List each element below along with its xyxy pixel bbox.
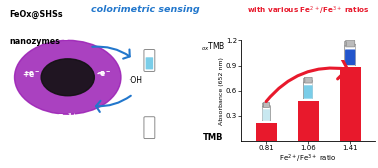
FancyBboxPatch shape bbox=[304, 85, 313, 99]
FancyBboxPatch shape bbox=[345, 50, 355, 65]
Text: -e$^-$: -e$^-$ bbox=[97, 70, 111, 78]
Y-axis label: Absorbance (652 nm): Absorbance (652 nm) bbox=[219, 57, 225, 125]
Circle shape bbox=[41, 59, 94, 96]
X-axis label: Fe$^{2+}$/Fe$^{3+}$ ratio: Fe$^{2+}$/Fe$^{3+}$ ratio bbox=[279, 153, 337, 165]
FancyBboxPatch shape bbox=[144, 50, 155, 71]
FancyBboxPatch shape bbox=[304, 81, 313, 100]
Text: +e$^-$: +e$^-$ bbox=[23, 70, 40, 78]
Text: TMB: TMB bbox=[203, 133, 223, 142]
Bar bbox=[340, 67, 361, 141]
FancyBboxPatch shape bbox=[262, 104, 263, 107]
FancyBboxPatch shape bbox=[304, 77, 312, 83]
Text: $_{ox}$TMB: $_{ox}$TMB bbox=[201, 41, 225, 53]
FancyBboxPatch shape bbox=[144, 117, 155, 139]
FancyBboxPatch shape bbox=[263, 109, 270, 121]
Text: +e$^-$: +e$^-$ bbox=[22, 69, 41, 79]
FancyArrowPatch shape bbox=[92, 47, 130, 59]
Text: colorimetric sensing: colorimetric sensing bbox=[91, 5, 200, 14]
Text: ·OH: ·OH bbox=[128, 76, 142, 85]
Text: Fe$^{3+}$: Fe$^{3+}$ bbox=[57, 111, 78, 124]
Text: Fe$^{3+}$: Fe$^{3+}$ bbox=[57, 111, 78, 124]
FancyBboxPatch shape bbox=[262, 106, 270, 121]
Text: with various Fe$^{2+}$/Fe$^{3+}$ ratios: with various Fe$^{2+}$/Fe$^{3+}$ ratios bbox=[247, 4, 369, 16]
Bar bbox=[298, 101, 319, 141]
Text: -e$^-$: -e$^-$ bbox=[96, 69, 112, 79]
FancyArrowPatch shape bbox=[266, 57, 347, 102]
Text: Fe$^{2+}$: Fe$^{2+}$ bbox=[57, 31, 78, 43]
Text: FeOx@SHSs: FeOx@SHSs bbox=[10, 10, 63, 19]
FancyBboxPatch shape bbox=[263, 102, 270, 107]
Text: Fe$^{2+}$: Fe$^{2+}$ bbox=[57, 31, 78, 43]
FancyBboxPatch shape bbox=[302, 79, 305, 82]
Circle shape bbox=[14, 40, 121, 114]
FancyBboxPatch shape bbox=[344, 42, 346, 46]
FancyBboxPatch shape bbox=[146, 57, 153, 69]
FancyBboxPatch shape bbox=[345, 44, 356, 66]
Text: nanozymes: nanozymes bbox=[10, 37, 61, 46]
FancyArrowPatch shape bbox=[96, 96, 131, 112]
Bar bbox=[256, 123, 277, 141]
FancyBboxPatch shape bbox=[345, 40, 355, 47]
